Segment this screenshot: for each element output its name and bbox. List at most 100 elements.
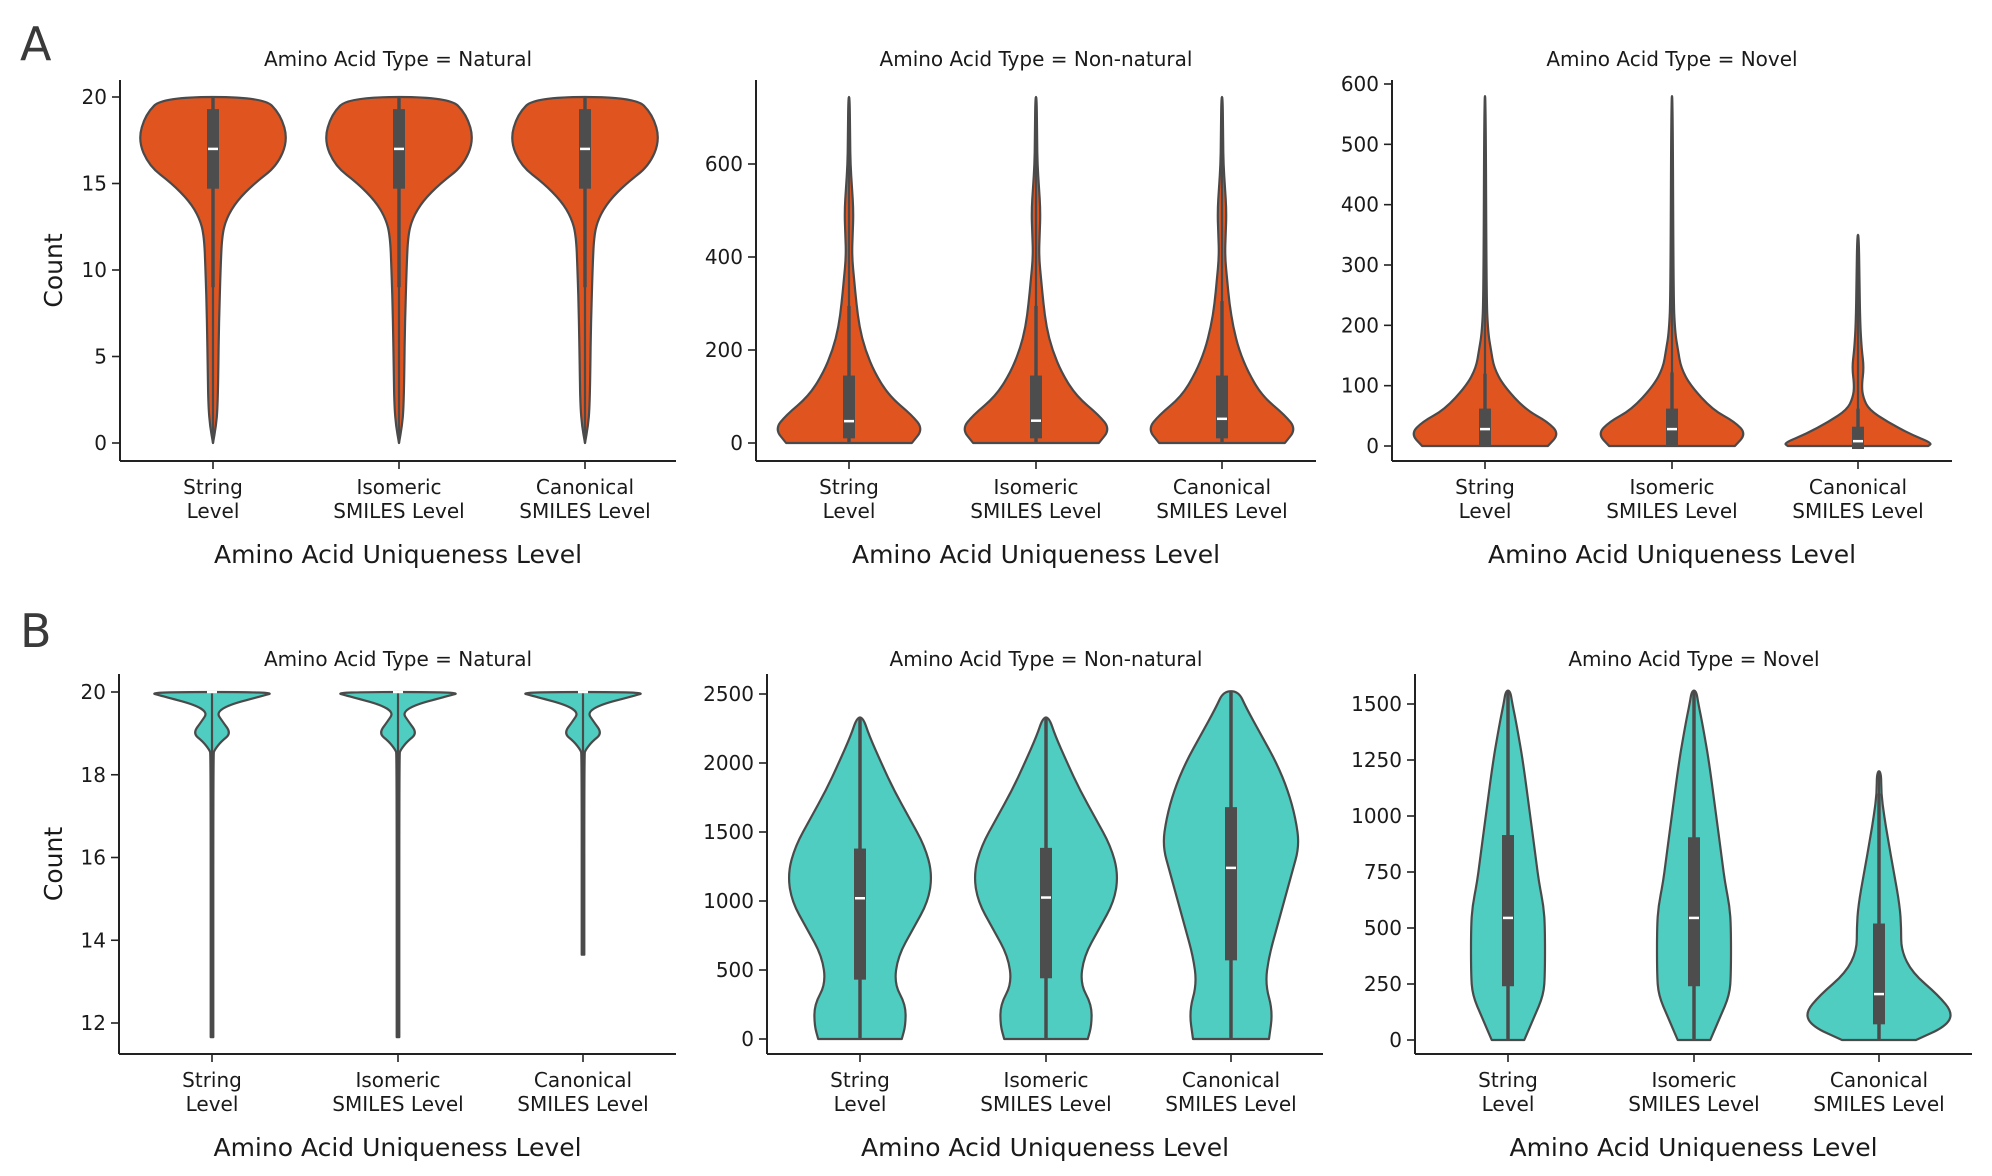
x-tick-label: Isomeric (1629, 475, 1714, 499)
y-tick-label: 2000 (703, 751, 754, 775)
y-tick-label: 750 (1364, 860, 1402, 884)
y-tick-label: 0 (1366, 434, 1379, 458)
x-tick-label: SMILES Level (519, 499, 650, 523)
y-tick-label: 20 (82, 85, 107, 109)
panel-b-1: Amino Acid Type = Natural 12 14 16 18 20 Strin… (39, 647, 676, 1162)
iqr-box-1 (1479, 408, 1491, 446)
x-axis-label: Amino Acid Uniqueness Level (861, 1133, 1229, 1162)
x-tick-label: Canonical (1182, 1068, 1280, 1092)
iqr-box-2 (1688, 837, 1700, 987)
y-tick-label: 100 (1341, 374, 1379, 398)
y-axis-label: Count (39, 233, 68, 307)
x-axis-label: Amino Acid Uniqueness Level (214, 540, 582, 569)
iqr-box-3 (1873, 923, 1885, 1025)
x-tick-label: Isomeric (1651, 1068, 1736, 1092)
y-tick-label: 200 (705, 338, 743, 362)
y-tick-label: 15 (82, 172, 107, 196)
y-tick-label: 500 (1341, 132, 1379, 156)
x-tick-label: SMILES Level (1628, 1092, 1759, 1116)
x-tick-label: SMILES Level (1792, 499, 1923, 523)
y-tick-label: 250 (1364, 972, 1402, 996)
x-tick-label: SMILES Level (980, 1092, 1111, 1116)
x-axis-label: Amino Acid Uniqueness Level (1509, 1133, 1877, 1162)
y-tick-label: 14 (81, 928, 106, 952)
y-tick-label: 12 (81, 1011, 106, 1035)
iqr-box-3 (1216, 375, 1228, 439)
panel-title: Amino Acid Type = Natural (264, 647, 532, 671)
y-tick-label: 10 (82, 258, 107, 282)
iqr-box-1 (843, 375, 855, 439)
x-tick-label: Canonical (534, 1068, 632, 1092)
y-tick-label: 5 (94, 345, 107, 369)
y-tick-label: 0 (741, 1027, 754, 1051)
y-tick-label: 0 (94, 431, 107, 455)
iqr-box-3 (1225, 807, 1237, 961)
x-tick-label: Isomeric (1003, 1068, 1088, 1092)
x-tick-label: SMILES Level (332, 1092, 463, 1116)
panel-title: Amino Acid Type = Novel (1568, 647, 1819, 671)
y-tick-label: 500 (716, 958, 754, 982)
x-axis-label: Amino Acid Uniqueness Level (852, 540, 1220, 569)
x-tick-label: Level (1482, 1092, 1535, 1116)
x-tick-label: Level (186, 1092, 239, 1116)
x-tick-label: SMILES Level (1606, 499, 1737, 523)
y-axis-label: Count (39, 827, 68, 901)
y-tick-label: 400 (705, 245, 743, 269)
y-tick-label: 16 (81, 846, 106, 870)
panel-a-2: Amino Acid Type = Non-natural 0 200 400 600 S… (705, 47, 1316, 569)
x-tick-label: String (182, 1068, 242, 1092)
iqr-box-2 (1040, 847, 1052, 979)
x-tick-label: Level (823, 499, 876, 523)
x-tick-label: String (1478, 1068, 1538, 1092)
x-tick-label: String (183, 475, 243, 499)
x-tick-label: Level (834, 1092, 887, 1116)
y-tick-label: 1250 (1351, 748, 1402, 772)
x-tick-label: Canonical (1830, 1068, 1928, 1092)
y-tick-label: 200 (1341, 313, 1379, 337)
y-tick-label: 300 (1341, 253, 1379, 277)
panel-b-2: Amino Acid Type = Non-natural 0 500 1000 150… (703, 647, 1323, 1162)
x-axis-label: Amino Acid Uniqueness Level (213, 1133, 581, 1162)
x-tick-label: Level (1459, 499, 1512, 523)
y-tick-label: 2500 (703, 682, 754, 706)
x-axis-label: Amino Acid Uniqueness Level (1488, 540, 1856, 569)
y-tick-label: 18 (81, 763, 106, 787)
y-tick-label: 1500 (1351, 692, 1402, 716)
x-tick-label: Canonical (1173, 475, 1271, 499)
y-tick-label: 600 (705, 152, 743, 176)
y-tick-label: 1500 (703, 820, 754, 844)
iqr-box-3 (1852, 426, 1864, 450)
x-tick-label: String (1455, 475, 1515, 499)
x-tick-label: String (830, 1068, 890, 1092)
panel-title: Amino Acid Type = Non-natural (890, 647, 1203, 671)
x-tick-label: Isomeric (993, 475, 1078, 499)
y-tick-label: 400 (1341, 193, 1379, 217)
x-tick-label: Isomeric (356, 475, 441, 499)
x-tick-label: Canonical (536, 475, 634, 499)
x-tick-label: SMILES Level (1165, 1092, 1296, 1116)
y-tick-label: 1000 (1351, 804, 1402, 828)
panel-title: Amino Acid Type = Novel (1546, 47, 1797, 71)
x-tick-label: SMILES Level (333, 499, 464, 523)
x-tick-label: Isomeric (355, 1068, 440, 1092)
panel-letter-b: B (20, 604, 52, 658)
x-tick-label: SMILES Level (1813, 1092, 1944, 1116)
panel-a-3: Amino Acid Type = Novel 0 100 200 300 400 500 6… (1341, 47, 1952, 569)
y-tick-label: 0 (1389, 1028, 1402, 1052)
y-tick-label: 500 (1364, 916, 1402, 940)
iqr-box-2 (1030, 375, 1042, 439)
y-tick-label: 0 (730, 431, 743, 455)
x-tick-label: SMILES Level (970, 499, 1101, 523)
x-tick-label: Level (187, 499, 240, 523)
panel-b-3: Amino Acid Type = Novel 0 250 500 750 1000 125… (1351, 647, 1972, 1162)
panel-title: Amino Acid Type = Natural (264, 47, 532, 71)
iqr-box-2 (1666, 408, 1678, 446)
y-tick-label: 1000 (703, 889, 754, 913)
x-tick-label: SMILES Level (517, 1092, 648, 1116)
y-tick-label: 20 (81, 680, 106, 704)
x-tick-label: String (819, 475, 879, 499)
panel-letter-a: A (20, 17, 52, 71)
y-tick-label: 600 (1341, 72, 1379, 96)
x-tick-label: Canonical (1809, 475, 1907, 499)
